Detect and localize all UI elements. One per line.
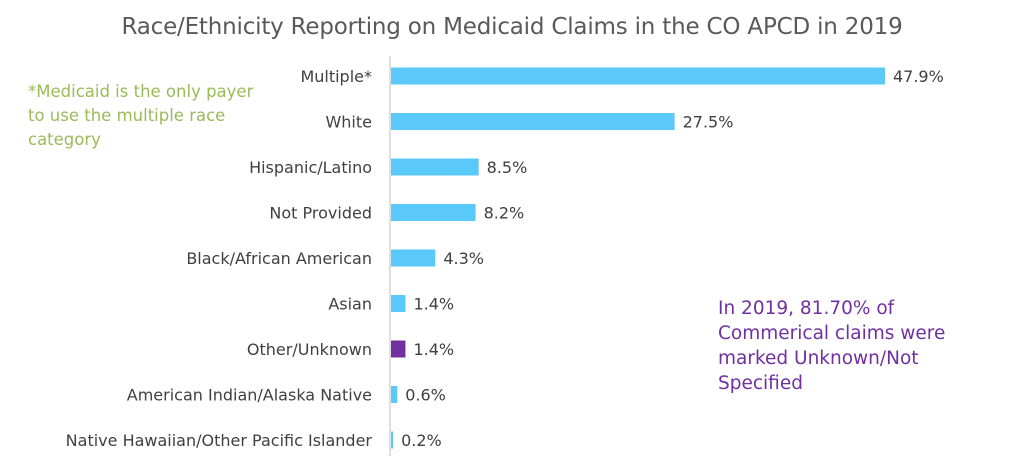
value-label-native-hawaiian-other-pacific-islander: 0.2% — [401, 431, 442, 450]
chart-title: Race/Ethnicity Reporting on Medicaid Cla… — [121, 14, 903, 40]
category-label-asian: Asian — [328, 295, 372, 314]
commercial-claims-note: In 2019, 81.70% of Commerical claims wer… — [718, 298, 946, 394]
category-label-american-indian-alaska-native: American Indian/Alaska Native — [127, 386, 372, 405]
bar-black-african-american — [391, 249, 436, 267]
value-label-black-african-american: 4.3% — [443, 249, 484, 268]
bar-other-unknown — [391, 340, 406, 358]
value-label-hispanic-latino: 8.5% — [487, 158, 528, 177]
value-label-multiple: 47.9% — [893, 67, 944, 86]
bar-multiple — [391, 67, 885, 85]
bar-native-hawaiian-other-pacific-islander — [391, 431, 394, 449]
category-label-native-hawaiian-other-pacific-islander: Native Hawaiian/Other Pacific Islander — [66, 431, 373, 450]
multiple-category-footnote: *Medicaid is the only payer to use the m… — [28, 82, 254, 149]
value-label-white: 27.5% — [683, 113, 734, 132]
category-label-multiple: Multiple* — [300, 67, 372, 86]
category-label-hispanic-latino: Hispanic/Latino — [249, 158, 372, 177]
bar-white — [391, 113, 675, 130]
bar-hispanic-latino — [391, 158, 479, 176]
category-label-not-provided: Not Provided — [269, 204, 372, 223]
value-label-not-provided: 8.2% — [484, 204, 525, 223]
bar-not-provided — [391, 204, 476, 221]
value-label-american-indian-alaska-native: 0.6% — [405, 386, 446, 405]
value-label-other-unknown: 1.4% — [413, 340, 454, 359]
category-label-white: White — [325, 113, 372, 132]
bar-asian — [391, 295, 406, 312]
bars-group: Multiple* 47.9% White 27.5% Hispanic/Latino 8… — [66, 67, 944, 450]
category-label-black-african-american: Black/African American — [186, 249, 372, 268]
value-label-asian: 1.4% — [413, 295, 454, 314]
bar-american-indian-alaska-native — [391, 386, 398, 403]
category-label-other-unknown: Other/Unknown — [247, 340, 372, 359]
